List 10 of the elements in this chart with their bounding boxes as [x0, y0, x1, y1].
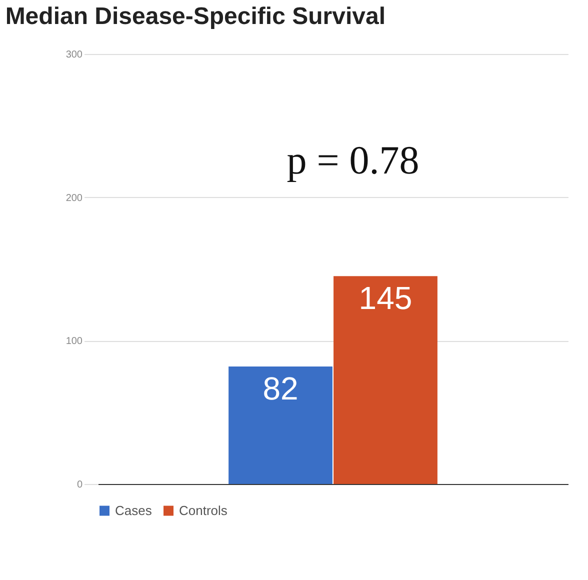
- legend-label: Controls: [179, 502, 228, 518]
- y-tick-label: 0: [76, 480, 83, 490]
- chart-title: Median Disease-Specific Survival: [5, 3, 386, 30]
- data-label: 145: [358, 280, 412, 316]
- legend-label: Cases: [115, 502, 152, 518]
- y-tick-label: 100: [66, 336, 83, 348]
- y-tick-label: 200: [66, 192, 83, 204]
- y-tick-label: 300: [66, 50, 83, 60]
- data-label: 82: [262, 370, 298, 406]
- annotation: p = 0.78: [286, 138, 420, 182]
